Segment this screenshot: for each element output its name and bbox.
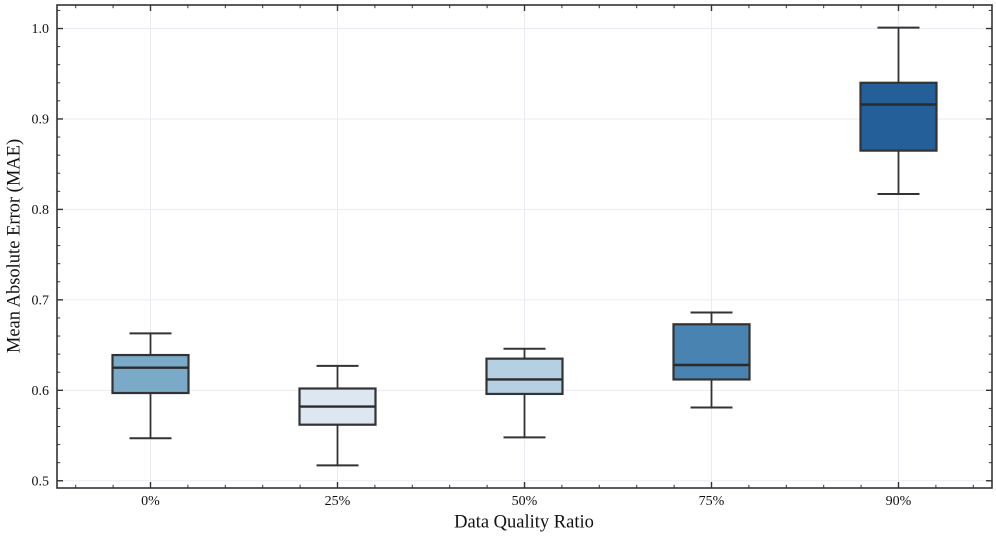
y-tick-label: 0.5	[32, 474, 50, 489]
x-tick-label: 50%	[512, 494, 538, 509]
iqr-box	[859, 81, 938, 152]
box-50%	[485, 347, 564, 439]
box-0%	[111, 332, 190, 440]
box-25%	[298, 364, 377, 467]
x-axis-title: Data Quality Ratio	[454, 512, 594, 533]
y-tick-label: 1.0	[32, 22, 50, 37]
y-tick-label: 0.8	[32, 203, 50, 218]
iqr-box	[111, 353, 190, 395]
box-75%	[672, 311, 751, 409]
axis-ticks	[57, 5, 992, 488]
tick-labels: 0.5 0.6 0.7 0.8 0.9 1.0 0% 25% 50% 75% 90%	[32, 22, 912, 509]
x-tick-label: 90%	[886, 494, 912, 509]
x-tick-label: 25%	[325, 494, 351, 509]
iqr-box	[672, 323, 751, 381]
y-tick-label: 0.9	[32, 112, 50, 127]
iqr-box	[485, 357, 564, 396]
x-tick-label: 75%	[699, 494, 725, 509]
y-tick-label: 0.7	[32, 293, 50, 308]
x-tick-label: 0%	[141, 494, 160, 509]
y-axis-title: Mean Absolute Error (MAE)	[4, 138, 25, 354]
y-tick-label: 0.6	[32, 384, 50, 399]
box-90%	[859, 26, 938, 196]
